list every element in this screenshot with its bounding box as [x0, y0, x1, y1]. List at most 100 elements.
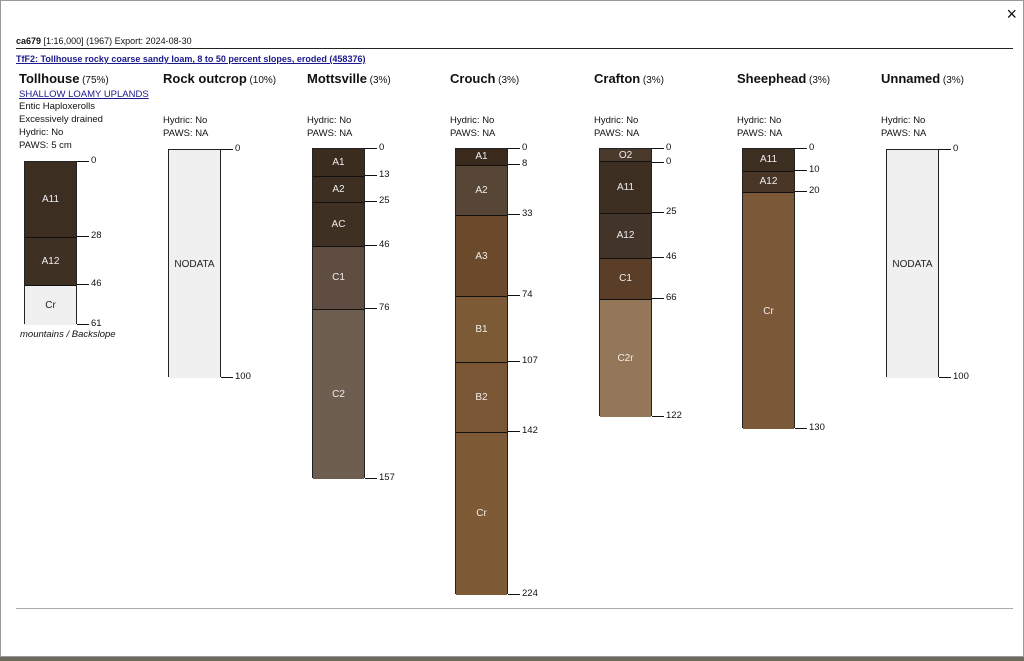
component-attr: Hydric: No — [450, 115, 495, 126]
header: ca679 [1:16,000] (1967) Export: 2024-08-… — [16, 36, 1013, 49]
component-name: Tollhouse — [19, 71, 80, 86]
depth-label: 0 — [522, 142, 528, 153]
depth-tick — [365, 478, 377, 479]
survey-id: ca679 — [16, 36, 42, 46]
depth-label: 28 — [91, 229, 102, 241]
depth-tick — [508, 163, 520, 165]
depth-label: 0 — [666, 142, 672, 153]
horizon[interactable]: C1 — [313, 245, 364, 309]
horizon[interactable]: A11 — [743, 149, 794, 171]
depth-label: 100 — [953, 371, 969, 382]
depth-tick — [365, 148, 377, 149]
component-crafton: Crafton (3%) Hydric: No PAWS: NA O2 A11 A12 C1… — [594, 72, 734, 421]
component-attr: Hydric: No — [881, 115, 926, 126]
depth-label: 25 — [379, 194, 390, 206]
horizon[interactable]: A11 — [600, 161, 651, 214]
depth-tick — [795, 428, 807, 429]
depth-tick — [795, 169, 807, 171]
depth-label: 74 — [522, 289, 533, 301]
horizon[interactable]: B2 — [456, 362, 507, 432]
component-attr: Excessively drained — [19, 114, 103, 125]
mapunit-link[interactable]: TfF2: Tollhouse rocky coarse sandy loam,… — [16, 54, 366, 64]
depth-tick — [652, 298, 664, 300]
horizon[interactable]: A1 — [456, 149, 507, 165]
depth-tick — [365, 244, 377, 246]
depth-tick — [221, 377, 233, 378]
horizon[interactable]: Cr — [743, 192, 794, 429]
soil-profile: A11 A12 Cr — [24, 161, 77, 325]
horizon[interactable]: A3 — [456, 214, 507, 297]
component-pct: (10%) — [249, 75, 277, 86]
component-attr: Hydric: No — [19, 127, 64, 138]
depth-label: 46 — [666, 250, 677, 262]
ecosite-link[interactable]: SHALLOW LOAMY UPLANDS — [19, 89, 149, 100]
horizon[interactable]: C2 — [313, 308, 364, 479]
horizon[interactable]: B1 — [456, 296, 507, 363]
component-crouch: Crouch (3%) Hydric: No PAWS: NA A1 A2 A3 B1 B2 C… — [450, 72, 590, 599]
depth-tick — [652, 212, 664, 214]
horizon[interactable]: C2r — [600, 299, 651, 417]
depth-tick — [939, 377, 951, 378]
horizon[interactable]: C1 — [600, 257, 651, 300]
component-pct: (3%) — [809, 75, 831, 86]
component-attr: Hydric: No — [594, 115, 639, 126]
depth-tick — [221, 149, 233, 150]
component-attr: PAWS: NA — [450, 128, 496, 139]
depth-tick — [77, 235, 89, 237]
component-pct: (3%) — [942, 75, 964, 86]
landform-label: mountains / Backslope — [20, 329, 116, 340]
component-attr: PAWS: NA — [594, 128, 640, 139]
depth-label: 157 — [379, 472, 395, 483]
soil-profile: O2 A11 A12 C1 C2r — [599, 148, 652, 417]
depth-tick — [77, 324, 89, 325]
depth-label: 61 — [91, 318, 102, 329]
depth-tick — [77, 161, 89, 162]
horizon[interactable]: A2 — [456, 164, 507, 215]
component-pct: (3%) — [498, 75, 520, 86]
horizon[interactable]: O2 — [600, 149, 651, 161]
depth-tick — [652, 416, 664, 417]
soil-profile: A1 A2 AC C1 C2 — [312, 148, 365, 479]
depth-label: 25 — [666, 206, 677, 218]
depth-label: 122 — [666, 410, 682, 421]
depth-label: 0 — [379, 142, 385, 153]
horizon[interactable]: Cr — [25, 284, 76, 325]
horizon[interactable]: NODATA — [887, 150, 938, 378]
depth-label: 107 — [522, 355, 538, 367]
component-attr: Hydric: No — [307, 115, 352, 126]
component-attr: PAWS: 5 cm — [19, 140, 72, 151]
close-icon[interactable]: × — [1006, 4, 1017, 24]
component-name: Sheephead — [737, 71, 807, 86]
depth-label: 13 — [379, 169, 390, 181]
horizon[interactable]: NODATA — [169, 150, 220, 378]
component-pct: (75%) — [82, 75, 109, 86]
depth-label: 0 — [666, 156, 672, 167]
horizon[interactable]: AC — [313, 201, 364, 246]
depth-tick — [652, 256, 664, 258]
component-unnamed: Unnamed (3%) Hydric: No PAWS: NA NODATA 0 100 — [881, 72, 1021, 382]
component-rock-outcrop: Rock outcrop (10%) Hydric: No PAWS: NA NODA… — [163, 71, 303, 382]
horizon[interactable]: A12 — [600, 213, 651, 258]
soil-profile: NODATA — [168, 149, 221, 378]
soil-profile: NODATA — [886, 149, 939, 378]
depth-tick — [365, 307, 377, 309]
horizon[interactable]: A12 — [25, 236, 76, 285]
horizon[interactable]: A11 — [25, 162, 76, 237]
component-name: Mottsville — [307, 71, 367, 86]
horizon[interactable]: A1 — [313, 149, 364, 177]
depth-tick — [652, 162, 664, 163]
horizon[interactable]: A12 — [743, 170, 794, 193]
depth-label: 224 — [522, 588, 538, 599]
depth-label: 66 — [666, 292, 677, 304]
component-name: Rock outcrop — [163, 71, 247, 86]
horizon[interactable]: Cr — [456, 431, 507, 595]
depth-tick — [939, 149, 951, 150]
soil-profile: A11 A12 Cr — [742, 148, 795, 429]
depth-label: 33 — [522, 207, 533, 219]
depth-label: 0 — [809, 142, 815, 153]
horizon[interactable]: A2 — [313, 176, 364, 202]
depth-label: 0 — [235, 143, 241, 154]
divider — [16, 608, 1013, 609]
depth-tick — [365, 175, 377, 177]
depth-tick — [508, 295, 520, 297]
